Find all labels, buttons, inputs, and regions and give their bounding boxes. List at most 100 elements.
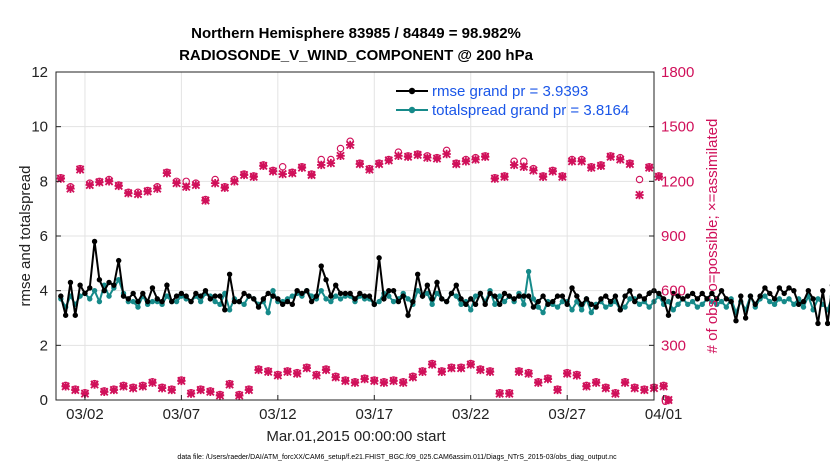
totalspread-point bbox=[323, 296, 329, 302]
totalspread-point bbox=[776, 296, 783, 302]
obs-assimilated-marker bbox=[379, 378, 389, 387]
rmse-point bbox=[260, 296, 267, 302]
rmse-point bbox=[270, 293, 276, 299]
rmse-point bbox=[231, 298, 238, 305]
totalspread-point bbox=[173, 298, 180, 305]
totalspread-point bbox=[453, 293, 459, 299]
obs-assimilated-marker bbox=[413, 150, 422, 160]
rmse-point bbox=[607, 298, 614, 305]
series-lines bbox=[58, 238, 830, 327]
obs-assimilated-marker bbox=[514, 367, 524, 376]
rmse-point bbox=[824, 320, 830, 327]
rmse-point bbox=[583, 296, 590, 302]
rmse-point bbox=[111, 282, 117, 288]
obs-assimilated-marker bbox=[418, 367, 427, 376]
obs-possible-marker bbox=[336, 144, 345, 153]
rmse-point bbox=[265, 290, 271, 297]
rmse-point bbox=[501, 290, 508, 297]
obs-assimilated-marker bbox=[133, 189, 143, 199]
y-tick-label-right: 0 bbox=[661, 392, 669, 409]
obs-assimilated-marker bbox=[456, 363, 466, 373]
totalspread-point bbox=[665, 298, 672, 305]
obs-assimilated-marker bbox=[543, 374, 553, 384]
y-tick-label-right: 300 bbox=[661, 337, 686, 354]
obs-assimilated-marker bbox=[630, 383, 639, 393]
obs-assimilated-marker bbox=[476, 365, 485, 375]
obs-assimilated-marker bbox=[447, 363, 456, 373]
y-tick-label-right: 1500 bbox=[661, 119, 694, 136]
rmse-point bbox=[786, 285, 792, 291]
rmse-point bbox=[472, 301, 479, 308]
rmse-point bbox=[410, 298, 416, 305]
rmse-point bbox=[545, 301, 551, 308]
obs-assimilated-marker bbox=[659, 382, 668, 391]
rmse-point bbox=[318, 263, 324, 269]
obs-assimilated-marker bbox=[283, 367, 292, 376]
rmse-point bbox=[670, 290, 676, 297]
obs-assimilated-marker bbox=[225, 380, 234, 389]
rmse-point bbox=[593, 304, 599, 310]
rmse-point bbox=[173, 293, 180, 299]
obs-assimilated-marker bbox=[374, 159, 384, 169]
totalspread-point bbox=[501, 298, 508, 305]
rmse-point bbox=[202, 287, 209, 294]
obs-assimilated-marker bbox=[288, 168, 297, 178]
totalspread-point bbox=[328, 298, 334, 305]
obs-assimilated-marker bbox=[341, 376, 350, 386]
rmse-point bbox=[622, 293, 628, 299]
obs-assimilated-marker bbox=[384, 156, 393, 165]
totalspread-point bbox=[135, 304, 141, 310]
totalspread-point bbox=[390, 298, 397, 305]
obs-assimilated-marker bbox=[611, 389, 620, 398]
obs-assimilated-marker bbox=[403, 152, 413, 161]
totalspread-point bbox=[709, 298, 715, 305]
rmse-point bbox=[294, 287, 300, 294]
rmse-point bbox=[82, 290, 88, 297]
rmse-point bbox=[820, 287, 826, 294]
y-tick-label-left: 2 bbox=[40, 337, 48, 354]
obs-assimilated-marker bbox=[162, 168, 172, 178]
rmse-point bbox=[496, 301, 503, 308]
y-tick-label-left: 8 bbox=[40, 173, 48, 190]
rmse-point bbox=[680, 296, 686, 302]
rmse-point bbox=[275, 296, 281, 302]
obs-assimilated-marker bbox=[519, 162, 529, 171]
obs-assimilated-marker bbox=[143, 187, 152, 196]
rmse-point bbox=[569, 285, 575, 291]
rmse-point bbox=[169, 298, 175, 305]
rmse-point bbox=[395, 298, 402, 305]
totalspread-point bbox=[106, 293, 112, 299]
totalspread-point bbox=[689, 298, 696, 305]
obs-assimilated-marker bbox=[114, 181, 123, 191]
obs-assimilated-marker bbox=[210, 178, 220, 188]
rmse-point bbox=[164, 282, 170, 288]
rmse-point bbox=[791, 287, 797, 294]
obs-assimilated-marker bbox=[558, 172, 567, 182]
totalspread-point bbox=[376, 298, 382, 305]
obs-assimilated-marker bbox=[220, 183, 230, 192]
totalspread-point bbox=[718, 298, 725, 305]
rmse-point bbox=[178, 290, 185, 297]
obs-assimilated-marker bbox=[244, 385, 254, 395]
totalspread-point bbox=[723, 304, 730, 310]
rmse-point bbox=[188, 298, 194, 305]
obs-assimilated-marker bbox=[529, 166, 538, 175]
y-tick-label-left: 12 bbox=[31, 64, 48, 81]
rmse-point bbox=[313, 293, 320, 299]
rmse-point bbox=[718, 287, 725, 294]
rmse-point bbox=[468, 296, 474, 302]
totalspread-point bbox=[554, 304, 561, 310]
obs-assimilated-marker bbox=[442, 149, 451, 159]
rmse-point bbox=[222, 307, 228, 313]
obs-assimilated-marker bbox=[157, 383, 167, 393]
rmse-point bbox=[776, 285, 783, 291]
obs-assimilated-marker bbox=[66, 184, 75, 193]
obs-assimilated-marker bbox=[471, 155, 480, 164]
rmse-point bbox=[771, 296, 778, 302]
obs-assimilated-marker bbox=[177, 376, 186, 386]
rmse-point bbox=[135, 298, 141, 305]
rmse-point bbox=[795, 301, 802, 308]
rmse-point bbox=[357, 290, 363, 297]
obs-assimilated-marker bbox=[625, 159, 635, 169]
